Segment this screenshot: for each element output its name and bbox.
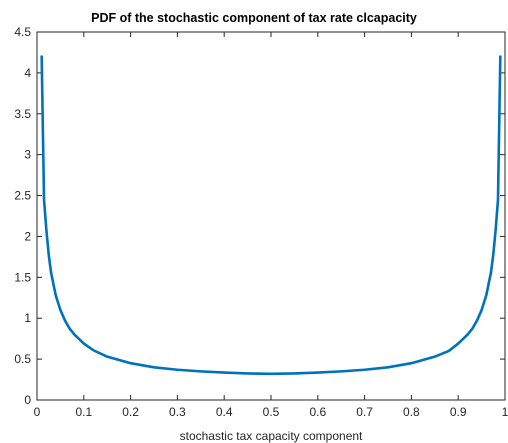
y-tick-label: 1 bbox=[24, 311, 31, 325]
x-tick-label: 0.8 bbox=[403, 405, 420, 419]
y-tick-label: 4 bbox=[24, 66, 31, 80]
x-axis-label: stochastic tax capacity component bbox=[180, 429, 363, 443]
y-tick-label: 1.5 bbox=[14, 270, 31, 284]
x-tick-label: 0.4 bbox=[216, 405, 233, 419]
axes-box bbox=[36, 31, 506, 401]
y-tick-label: 0 bbox=[24, 393, 31, 407]
plot-area: 0 0.1 0.2 0.3 0.4 0.5 0.6 0.7 0.8 0.9 1 0 0.5 1 1.5 2 2… bbox=[14, 25, 508, 419]
x-axis: 0 0.1 0.2 0.3 0.4 0.5 0.6 0.7 0.8 0.9 1 bbox=[34, 32, 508, 419]
x-tick-label: 0.9 bbox=[450, 405, 467, 419]
y-tick-label: 4.5 bbox=[14, 25, 31, 39]
chart-title: PDF of the stochastic component of tax r… bbox=[91, 11, 417, 25]
x-tick-label: 0.3 bbox=[169, 405, 186, 419]
x-tick-label: 1 bbox=[502, 405, 508, 419]
y-tick-label: 3 bbox=[24, 148, 31, 162]
series-layer bbox=[40, 55, 502, 376]
y-tick-label: 0.5 bbox=[14, 352, 31, 366]
x-tick-label: 0.2 bbox=[122, 405, 139, 419]
x-tick-label: 0.7 bbox=[356, 405, 373, 419]
x-tick-label: 0 bbox=[34, 405, 41, 419]
y-tick-label: 3.5 bbox=[14, 107, 31, 121]
y-axis: 0 0.5 1 1.5 2 2.5 3 3.5 4 4.5 bbox=[14, 25, 505, 407]
y-tick-label: 2 bbox=[24, 229, 31, 243]
series-line bbox=[40, 55, 502, 376]
x-tick-label: 0.1 bbox=[75, 405, 92, 419]
x-tick-label: 0.6 bbox=[309, 405, 326, 419]
y-tick-label: 2.5 bbox=[14, 189, 31, 203]
x-tick-label: 0.5 bbox=[263, 405, 280, 419]
